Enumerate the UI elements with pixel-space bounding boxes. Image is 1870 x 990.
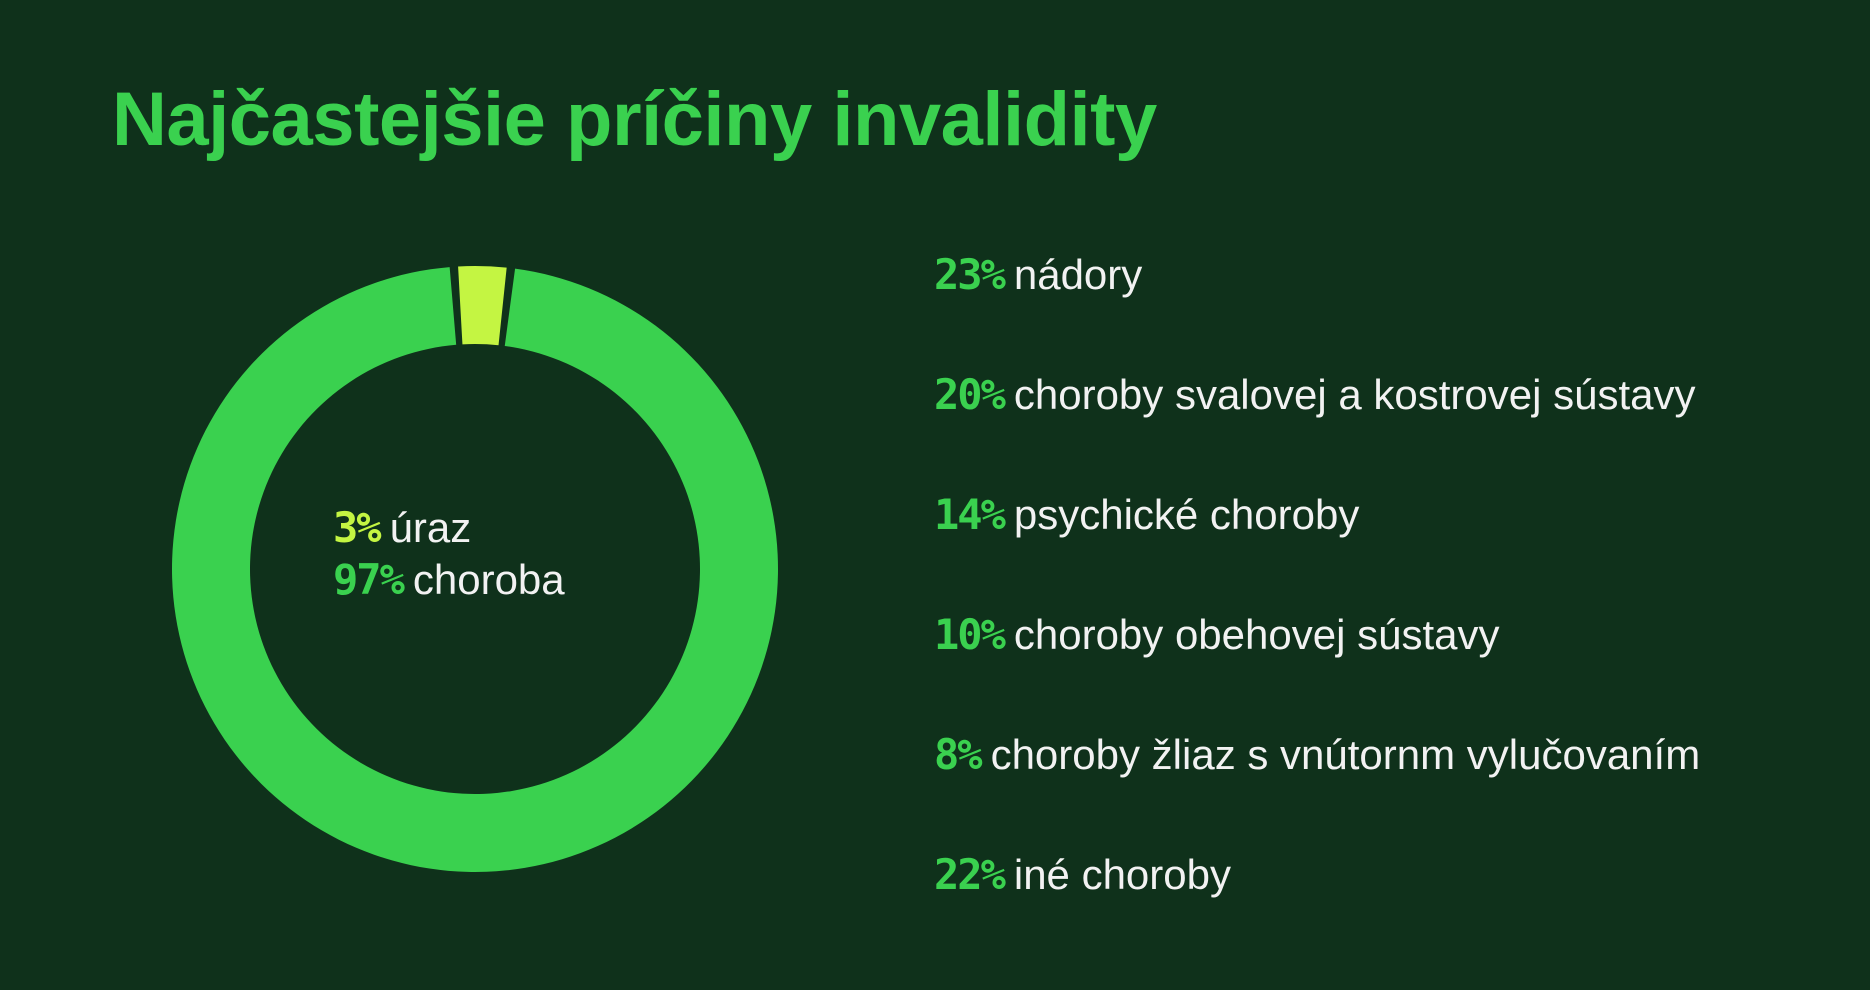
donut-chart [160, 254, 790, 884]
cause-label: choroby žliaz s vnútornm vylučovaním [990, 731, 1701, 778]
causes-list: 23% nádory 20% choroby svalovej a kostrove… [934, 246, 1700, 966]
cause-label: choroby svalovej a kostrovej sústavy [1013, 371, 1696, 418]
chart-title: Najčastejšie príčiny invalidity [112, 77, 1157, 162]
cause-label: nádory [1013, 251, 1143, 298]
cause-value: 8% [934, 730, 983, 779]
donut-slice-uraz [458, 266, 507, 346]
cause-label: psychické choroby [1013, 491, 1360, 538]
center-label-uraz: 3% úraz [333, 502, 565, 554]
center-label-choroba: 97% choroba [333, 554, 565, 606]
center-label-choroba-value: 97% [333, 555, 405, 604]
cause-item: 20% choroby svalovej a kostrovej sústavy [934, 366, 1700, 486]
cause-item: 8% choroby žliaz s vnútornm vylučovaním [934, 726, 1700, 846]
cause-label: choroby obehovej sústavy [1013, 611, 1500, 658]
center-label-uraz-value: 3% [333, 503, 382, 552]
cause-value: 14% [934, 490, 1006, 539]
donut-chart-svg [172, 266, 779, 872]
cause-item: 14% psychické choroby [934, 486, 1700, 606]
cause-value: 22% [934, 850, 1006, 899]
cause-value: 20% [934, 370, 1006, 419]
cause-label: iné choroby [1013, 851, 1231, 898]
cause-item: 10% choroby obehovej sústavy [934, 606, 1700, 726]
cause-value: 10% [934, 610, 1006, 659]
center-label-uraz-text: úraz [389, 504, 472, 551]
cause-value: 23% [934, 250, 1006, 299]
donut-center-labels: 3% úraz 97% choroba [333, 502, 565, 606]
center-label-choroba-text: choroba [412, 556, 565, 603]
cause-item: 22% iné choroby [934, 846, 1700, 966]
cause-item: 23% nádory [934, 246, 1700, 366]
